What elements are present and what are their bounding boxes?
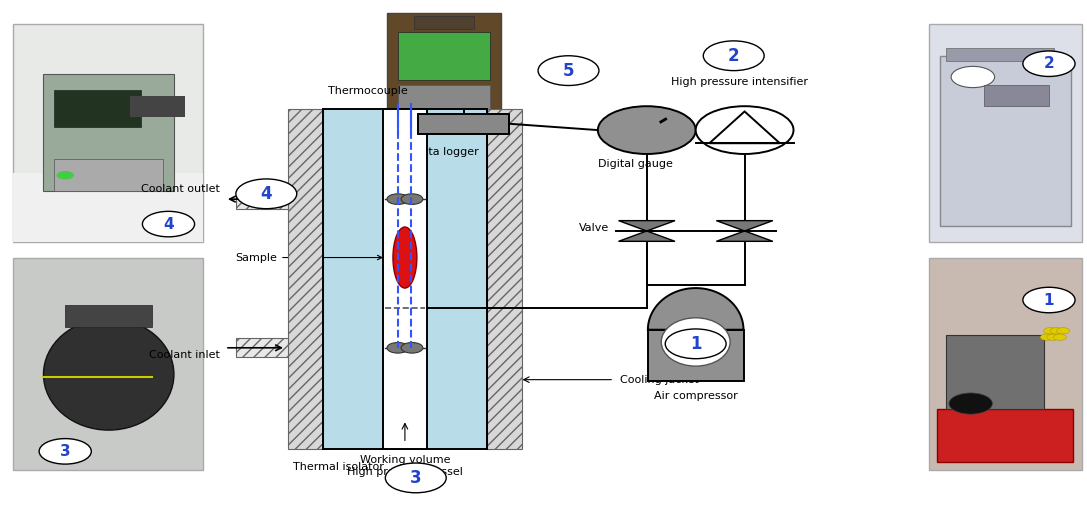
Bar xyxy=(43,74,174,191)
Circle shape xyxy=(1050,328,1063,334)
Bar xyxy=(648,330,744,381)
Text: Sample: Sample xyxy=(235,253,382,262)
Text: 4: 4 xyxy=(163,217,174,232)
Text: 3: 3 xyxy=(60,444,71,459)
Bar xyxy=(946,335,1044,409)
Circle shape xyxy=(1053,334,1066,340)
Text: High pressure vessel: High pressure vessel xyxy=(347,467,463,477)
Polygon shape xyxy=(648,288,744,330)
Circle shape xyxy=(57,171,74,179)
Bar xyxy=(398,85,490,138)
Bar xyxy=(937,409,1073,462)
Text: Cooling jacket: Cooling jacket xyxy=(620,375,698,384)
Text: Thermocouple: Thermocouple xyxy=(328,85,408,96)
Circle shape xyxy=(949,393,992,414)
Circle shape xyxy=(1023,287,1075,313)
Circle shape xyxy=(236,179,297,209)
Text: 2: 2 xyxy=(1044,56,1054,71)
Bar xyxy=(387,13,501,149)
Circle shape xyxy=(951,66,995,88)
Text: 2: 2 xyxy=(728,47,739,65)
Text: 4: 4 xyxy=(261,185,272,203)
Bar xyxy=(54,159,163,191)
Bar xyxy=(13,173,203,242)
Bar xyxy=(929,258,1082,470)
Text: Working volume: Working volume xyxy=(360,455,450,465)
Ellipse shape xyxy=(393,227,417,288)
Text: Air compressor: Air compressor xyxy=(653,391,738,400)
Bar xyxy=(984,85,1049,106)
Bar xyxy=(398,32,490,80)
Text: 1: 1 xyxy=(1044,293,1054,307)
Bar xyxy=(13,258,203,470)
Text: 3: 3 xyxy=(410,469,422,487)
Circle shape xyxy=(1023,51,1075,76)
Circle shape xyxy=(401,342,423,353)
Bar xyxy=(383,109,427,449)
Circle shape xyxy=(401,194,423,204)
Bar xyxy=(414,16,474,29)
Circle shape xyxy=(39,439,91,464)
Circle shape xyxy=(1044,328,1057,334)
Text: Coolant inlet: Coolant inlet xyxy=(149,350,220,361)
Bar xyxy=(487,109,522,449)
Polygon shape xyxy=(619,221,675,231)
Circle shape xyxy=(665,329,726,359)
Bar xyxy=(130,96,185,117)
Text: Thermal isolator: Thermal isolator xyxy=(293,462,385,472)
Polygon shape xyxy=(619,231,675,241)
Bar xyxy=(418,114,509,134)
Text: Digital gauge: Digital gauge xyxy=(599,159,673,169)
Circle shape xyxy=(1047,334,1060,340)
Bar xyxy=(946,48,1054,61)
Circle shape xyxy=(1040,334,1053,340)
Circle shape xyxy=(696,106,794,154)
Bar xyxy=(54,90,141,127)
Bar xyxy=(323,109,487,449)
Text: 5: 5 xyxy=(563,62,574,80)
Bar xyxy=(940,56,1071,226)
Bar xyxy=(288,109,323,449)
Text: High pressure intensifier: High pressure intensifier xyxy=(671,77,808,87)
Bar xyxy=(236,190,288,209)
Circle shape xyxy=(387,342,409,353)
Text: Coolant outlet: Coolant outlet xyxy=(140,184,220,194)
Text: Valve: Valve xyxy=(578,224,609,233)
Circle shape xyxy=(387,194,409,204)
Bar xyxy=(65,305,152,327)
Ellipse shape xyxy=(661,318,730,366)
Text: 1: 1 xyxy=(690,335,701,353)
Circle shape xyxy=(386,463,447,493)
Circle shape xyxy=(142,211,195,237)
Circle shape xyxy=(1057,328,1070,334)
Polygon shape xyxy=(716,231,773,241)
Bar xyxy=(929,24,1082,242)
Circle shape xyxy=(538,56,599,85)
Circle shape xyxy=(598,106,696,154)
Ellipse shape xyxy=(43,319,174,430)
Bar xyxy=(236,338,288,357)
Bar xyxy=(13,24,203,242)
Polygon shape xyxy=(710,112,779,143)
Text: Data logger: Data logger xyxy=(413,147,478,157)
Circle shape xyxy=(703,41,764,71)
Polygon shape xyxy=(716,221,773,231)
